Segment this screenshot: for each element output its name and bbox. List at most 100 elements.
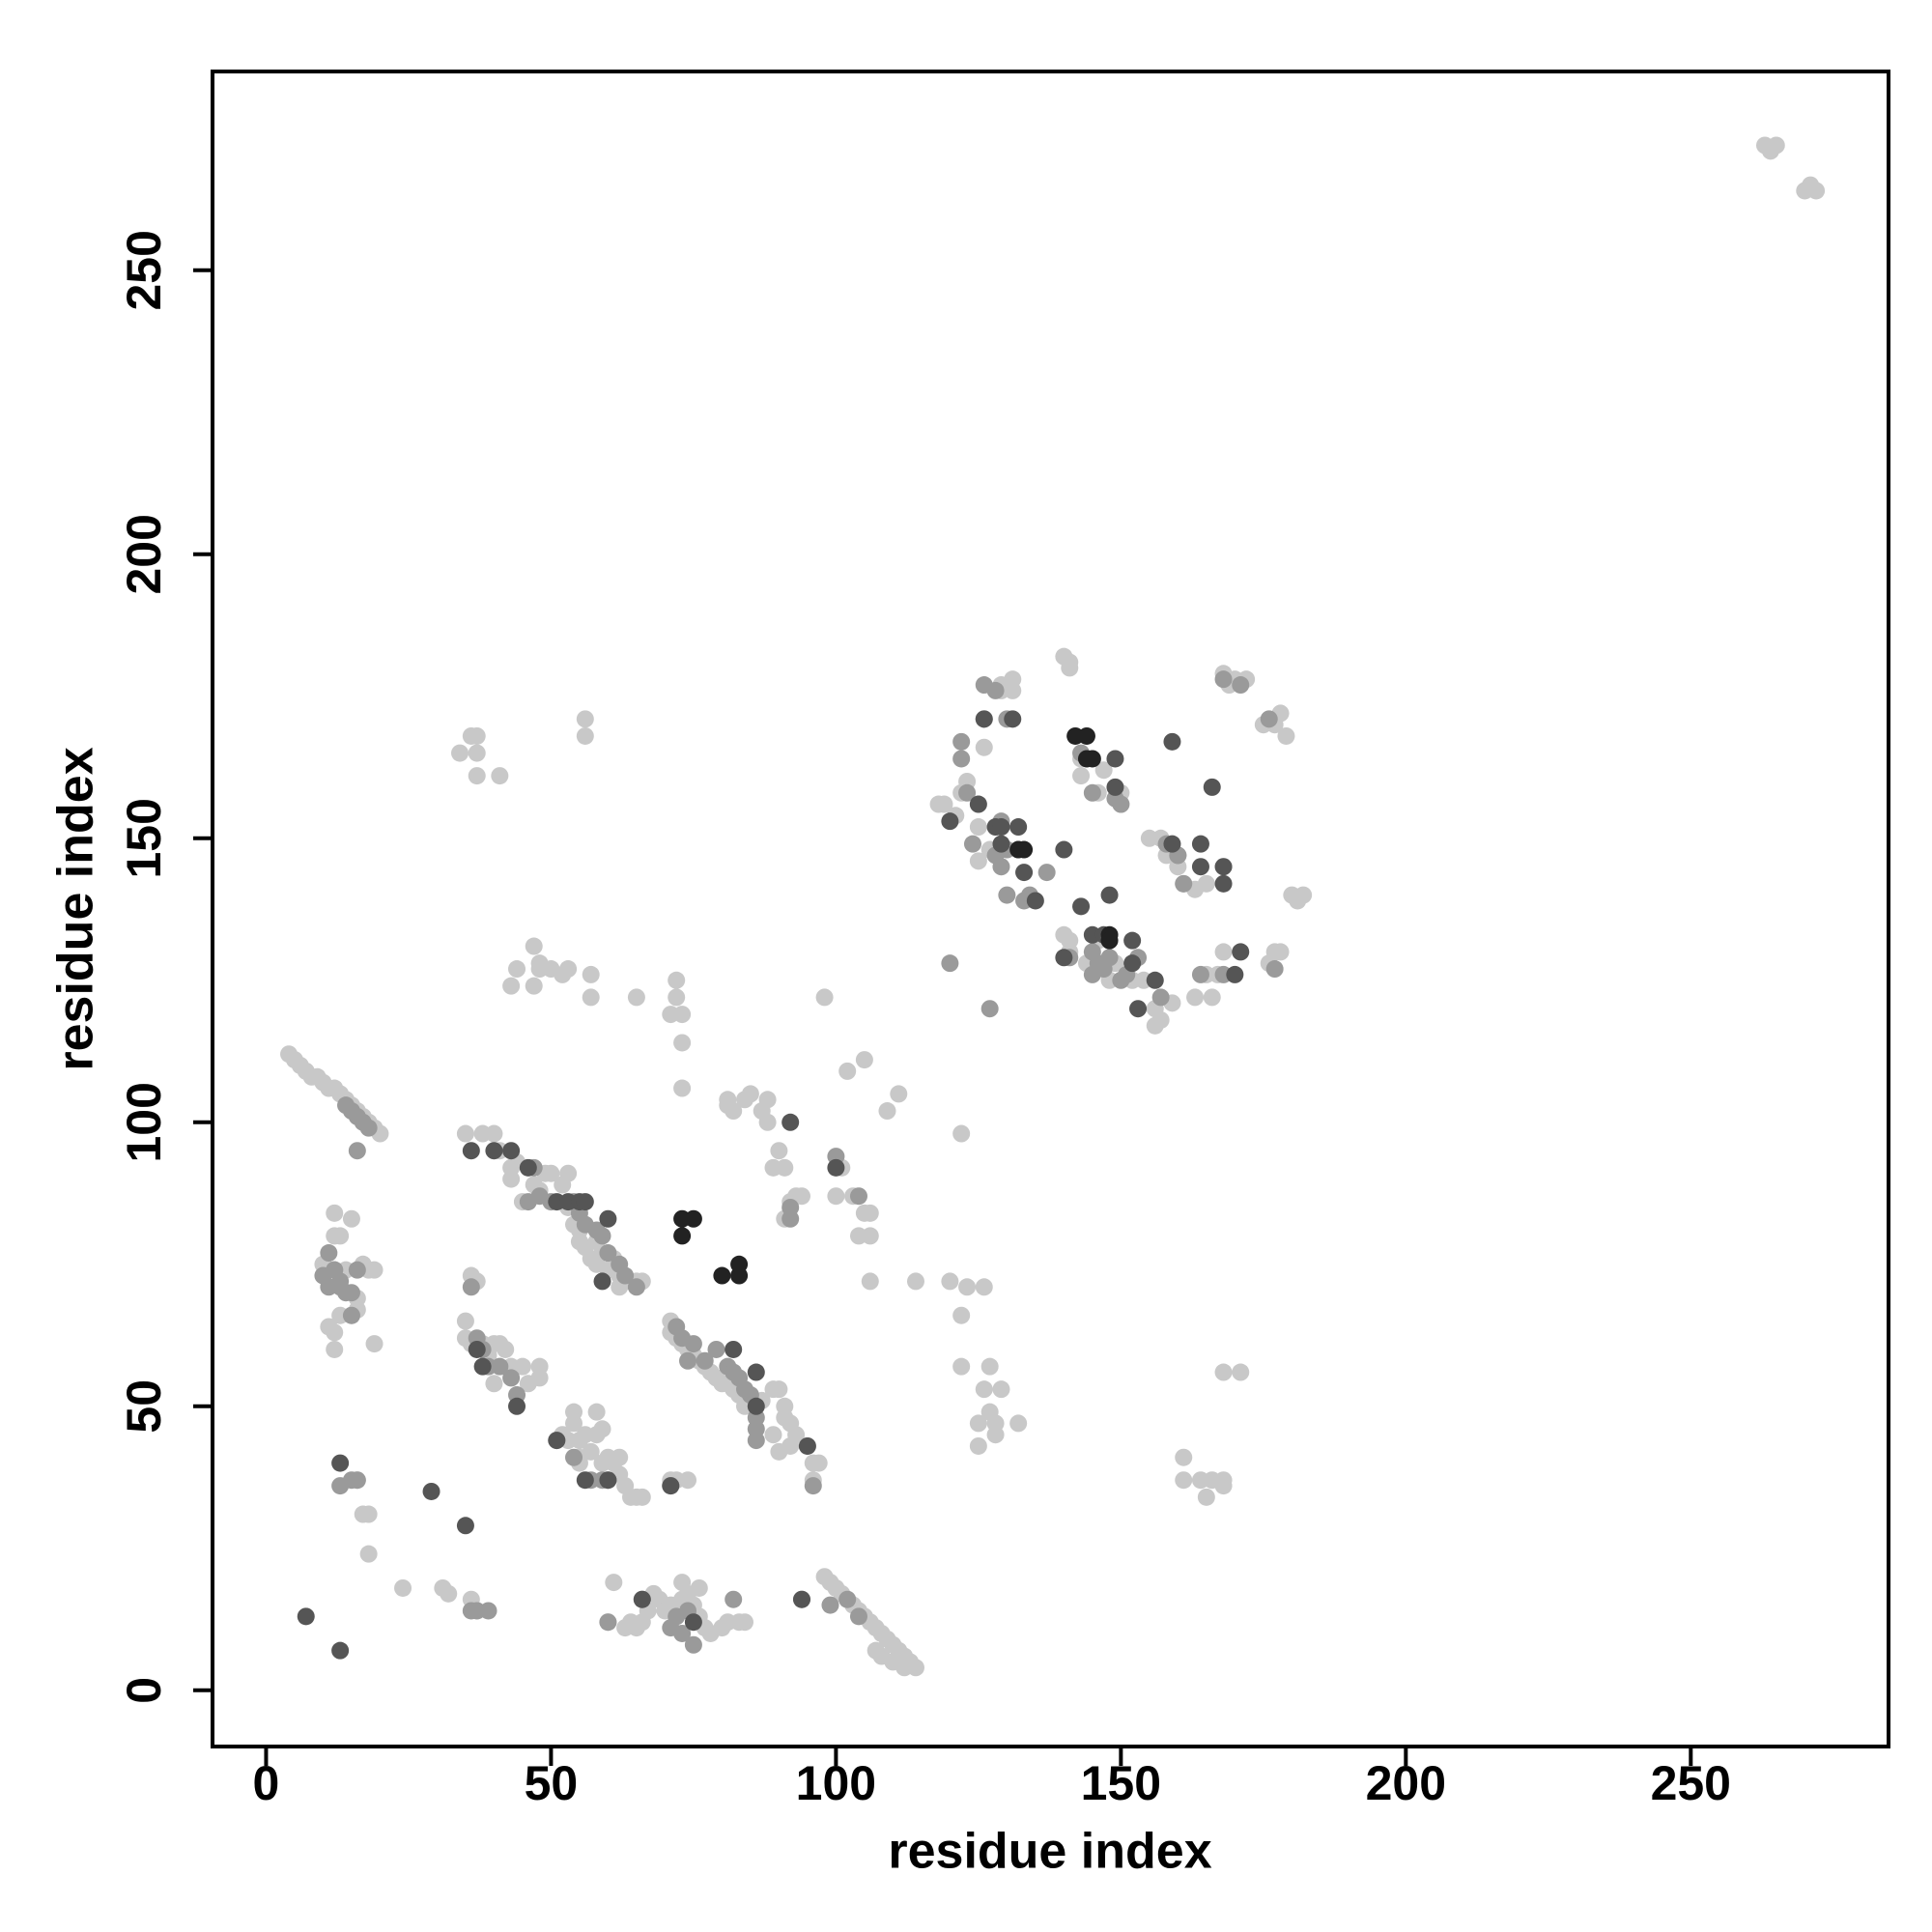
point	[684, 1335, 702, 1353]
point	[1214, 670, 1233, 689]
point	[627, 988, 645, 1007]
point	[1203, 778, 1221, 796]
point	[975, 710, 993, 728]
point	[781, 1198, 800, 1216]
point	[1072, 767, 1091, 785]
point	[1214, 858, 1233, 876]
point	[690, 1578, 708, 1597]
point	[359, 1545, 378, 1563]
point	[890, 1085, 908, 1103]
point	[1112, 795, 1130, 813]
point	[422, 1482, 440, 1500]
point	[1197, 1488, 1215, 1506]
y-tick-label: 0	[117, 1677, 171, 1704]
point	[616, 1266, 635, 1285]
point	[952, 1306, 971, 1324]
point	[1146, 971, 1164, 989]
point	[747, 1397, 765, 1415]
point	[724, 1340, 743, 1358]
point	[958, 1278, 977, 1296]
point	[473, 1357, 492, 1376]
point	[1055, 925, 1073, 944]
point	[878, 1102, 896, 1121]
point	[468, 726, 486, 745]
point	[1191, 965, 1209, 983]
point	[342, 1306, 360, 1324]
point	[320, 1244, 338, 1263]
point	[855, 1051, 873, 1069]
point	[1083, 783, 1101, 802]
point	[1294, 886, 1313, 904]
point	[827, 1187, 845, 1206]
point	[673, 1227, 692, 1245]
point	[1129, 1000, 1148, 1018]
point	[548, 1432, 566, 1450]
point	[587, 1403, 606, 1421]
y-tick-label: 250	[117, 230, 171, 310]
point	[342, 1284, 360, 1302]
point	[1083, 750, 1101, 768]
point	[576, 726, 594, 745]
point	[770, 1442, 788, 1461]
point	[673, 1034, 692, 1052]
point	[1055, 949, 1073, 967]
point	[724, 1590, 743, 1608]
point	[1277, 726, 1295, 745]
point	[599, 1244, 617, 1263]
point	[593, 1420, 611, 1438]
point	[1072, 897, 1091, 916]
point	[451, 744, 469, 762]
point	[348, 1261, 366, 1279]
point	[1260, 710, 1278, 728]
point	[838, 1590, 857, 1608]
point	[747, 1363, 765, 1381]
point	[668, 971, 686, 989]
point	[1151, 988, 1170, 1007]
point	[359, 1119, 378, 1137]
point	[462, 1278, 480, 1296]
point	[365, 1261, 384, 1279]
point	[1094, 761, 1113, 780]
point	[963, 835, 981, 853]
y-tick-label: 50	[117, 1379, 171, 1434]
point	[342, 1209, 360, 1228]
point	[462, 1602, 480, 1620]
point	[1100, 886, 1119, 904]
point	[986, 1426, 1005, 1444]
point	[530, 1357, 549, 1376]
point	[1191, 858, 1209, 876]
point	[1232, 943, 1250, 961]
point	[969, 795, 987, 813]
point	[599, 1471, 617, 1490]
point	[969, 1436, 987, 1455]
point	[1175, 1448, 1193, 1466]
point	[331, 1454, 350, 1472]
point	[576, 710, 594, 728]
point	[810, 1454, 828, 1472]
point	[1004, 681, 1022, 699]
point	[861, 1204, 879, 1222]
x-axis-label: residue index	[888, 1824, 1211, 1880]
point	[764, 1426, 782, 1444]
point	[1767, 136, 1785, 155]
point	[331, 1641, 350, 1660]
point	[559, 1164, 578, 1182]
point	[861, 1227, 879, 1245]
point	[582, 988, 600, 1007]
point	[935, 795, 953, 813]
x-tick-label: 100	[796, 1756, 876, 1810]
point	[1123, 931, 1142, 950]
point	[593, 1227, 611, 1245]
point	[1191, 835, 1209, 853]
point	[525, 937, 543, 955]
point	[1197, 874, 1215, 893]
point	[348, 1142, 366, 1160]
point	[998, 886, 1016, 904]
point	[605, 1574, 623, 1592]
point	[1175, 874, 1193, 893]
point	[1232, 676, 1250, 695]
point	[804, 1477, 822, 1495]
point	[730, 1255, 749, 1273]
